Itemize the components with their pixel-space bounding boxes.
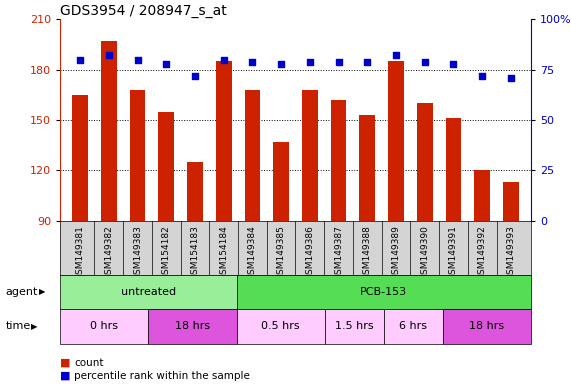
Text: GSM154182: GSM154182 — [162, 225, 171, 280]
Text: GSM149391: GSM149391 — [449, 225, 458, 280]
Text: GSM149389: GSM149389 — [392, 225, 400, 280]
Point — [75, 56, 85, 63]
Text: 0 hrs: 0 hrs — [90, 321, 118, 331]
Text: GSM149393: GSM149393 — [506, 225, 516, 280]
Text: GSM149392: GSM149392 — [478, 225, 486, 280]
Text: agent: agent — [6, 287, 38, 297]
Point — [305, 58, 315, 65]
Point — [392, 53, 401, 59]
Bar — [302, 90, 317, 221]
Text: GSM149386: GSM149386 — [305, 225, 315, 280]
Bar — [148, 309, 236, 344]
Bar — [384, 309, 443, 344]
Bar — [72, 95, 88, 221]
Bar — [503, 182, 519, 221]
Text: 18 hrs: 18 hrs — [175, 321, 210, 331]
Text: 6 hrs: 6 hrs — [399, 321, 427, 331]
Bar — [325, 309, 384, 344]
Bar — [443, 309, 531, 344]
Bar — [60, 309, 148, 344]
Bar — [244, 90, 260, 221]
Point — [248, 58, 257, 65]
Point — [104, 53, 114, 59]
Point — [133, 56, 142, 63]
Text: PCB-153: PCB-153 — [360, 287, 407, 297]
Text: 0.5 hrs: 0.5 hrs — [262, 321, 300, 331]
Text: 18 hrs: 18 hrs — [469, 321, 504, 331]
Text: percentile rank within the sample: percentile rank within the sample — [74, 371, 250, 381]
Point — [276, 61, 286, 67]
Point — [363, 58, 372, 65]
Point — [420, 58, 429, 65]
Text: ■: ■ — [60, 358, 70, 368]
Bar — [445, 118, 461, 221]
Text: ■: ■ — [60, 371, 70, 381]
Bar — [236, 275, 531, 309]
Text: GSM149382: GSM149382 — [104, 225, 113, 280]
Point — [449, 61, 458, 67]
Text: ▶: ▶ — [31, 322, 38, 331]
Text: ▶: ▶ — [39, 287, 45, 296]
Bar — [60, 275, 236, 309]
Bar — [388, 61, 404, 221]
Text: GSM154184: GSM154184 — [219, 225, 228, 280]
Point — [219, 56, 228, 63]
Point — [190, 73, 199, 79]
Bar — [216, 61, 232, 221]
Text: GSM149384: GSM149384 — [248, 225, 257, 280]
Bar — [331, 100, 347, 221]
Bar — [158, 112, 174, 221]
Text: 1.5 hrs: 1.5 hrs — [335, 321, 373, 331]
Bar — [101, 41, 116, 221]
Text: GDS3954 / 208947_s_at: GDS3954 / 208947_s_at — [60, 4, 227, 18]
Bar — [417, 103, 433, 221]
Point — [162, 61, 171, 67]
Bar — [130, 90, 146, 221]
Bar — [187, 162, 203, 221]
Text: GSM149390: GSM149390 — [420, 225, 429, 280]
Text: count: count — [74, 358, 104, 368]
Bar — [359, 115, 375, 221]
Text: untreated: untreated — [120, 287, 176, 297]
Text: GSM149383: GSM149383 — [133, 225, 142, 280]
Point — [334, 58, 343, 65]
Text: time: time — [6, 321, 31, 331]
Text: GSM149385: GSM149385 — [276, 225, 286, 280]
Text: GSM149388: GSM149388 — [363, 225, 372, 280]
Bar — [236, 309, 325, 344]
Text: GSM149381: GSM149381 — [75, 225, 85, 280]
Bar — [475, 170, 490, 221]
Text: GSM149387: GSM149387 — [334, 225, 343, 280]
Point — [506, 74, 516, 81]
Text: GSM154183: GSM154183 — [191, 225, 199, 280]
Point — [477, 73, 486, 79]
Bar — [274, 142, 289, 221]
